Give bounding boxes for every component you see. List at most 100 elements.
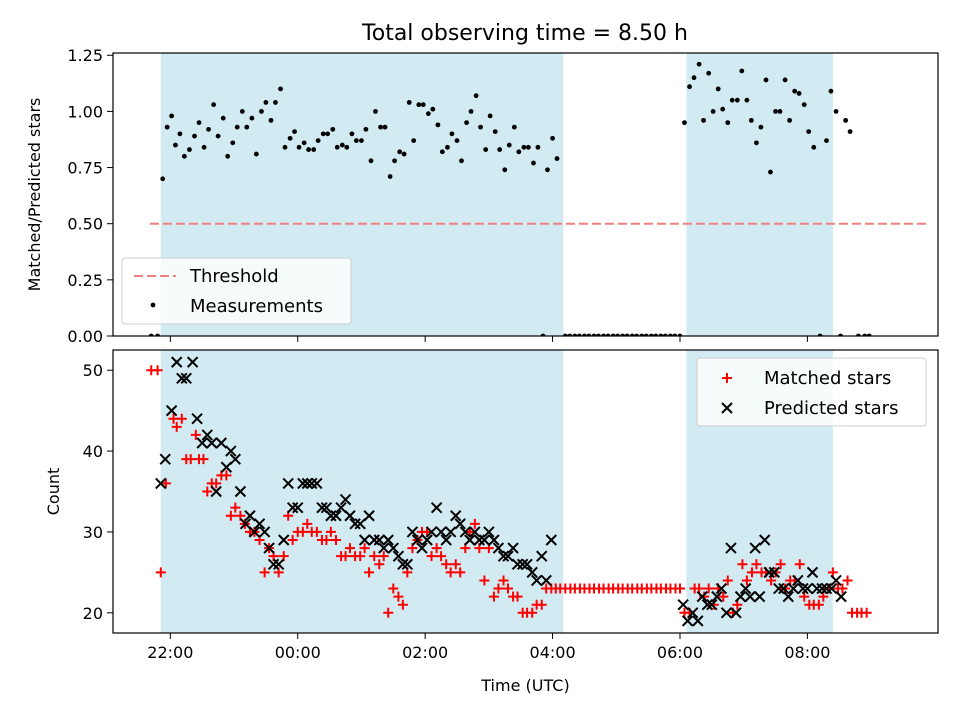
measurement-point — [739, 68, 745, 74]
matched-point — [431, 543, 442, 554]
matched-point — [225, 510, 236, 521]
measurement-point — [554, 156, 560, 161]
predicted-point — [711, 590, 723, 603]
predicted-point — [749, 542, 761, 554]
measurement-point — [192, 133, 197, 139]
measurement-point — [701, 117, 706, 123]
matched-point — [330, 535, 341, 546]
measurement-point — [416, 102, 422, 108]
matched-point — [211, 478, 222, 489]
predicted-point — [782, 590, 794, 603]
predicted-point — [483, 526, 495, 538]
predicted-point — [349, 518, 361, 530]
measurement-point — [368, 158, 374, 164]
predicted-point — [677, 598, 689, 611]
measurement-point — [425, 111, 431, 117]
measurement-point — [278, 86, 283, 92]
predicted-point — [263, 542, 275, 554]
measurement-point — [220, 115, 226, 121]
predicted-point — [478, 534, 491, 546]
matched-point — [198, 454, 209, 465]
measurement-point — [196, 120, 202, 126]
matched-point — [176, 413, 187, 424]
predicted-point — [344, 510, 356, 522]
matched-point — [818, 591, 829, 602]
matched-point — [221, 470, 232, 481]
legend: Matched stars Predicted stars — [696, 357, 927, 427]
measurement-point — [535, 144, 541, 150]
measurement-point — [531, 160, 536, 166]
predicted-point — [473, 534, 486, 546]
measurement-point — [215, 133, 221, 139]
predicted-point — [507, 542, 519, 554]
measurement-point — [296, 144, 302, 150]
predicted-point — [734, 590, 747, 603]
predicted-point — [339, 493, 352, 506]
matched-point — [450, 559, 461, 570]
matched-point — [383, 607, 394, 618]
measurement-point — [397, 149, 403, 155]
predicted-point — [444, 526, 457, 538]
predicted-point — [787, 582, 800, 595]
measurement-point — [824, 138, 829, 143]
predicted-point — [292, 501, 304, 514]
measurement-point — [550, 135, 555, 141]
predicted-point — [363, 510, 375, 522]
predicted-point — [545, 534, 558, 546]
measurement-point — [715, 86, 721, 92]
predicted-point — [744, 590, 756, 603]
measurement-point — [811, 144, 817, 150]
predicted-point — [411, 534, 424, 546]
measurement-point — [411, 138, 417, 143]
predicted-point — [521, 558, 533, 570]
legend-matched-label: Matched stars — [764, 368, 891, 389]
measurement-point — [330, 126, 336, 132]
matched-point — [364, 567, 375, 578]
matched-point — [837, 583, 848, 594]
measurement-point — [487, 113, 493, 119]
legend-box — [121, 257, 352, 325]
measurement-point — [173, 142, 178, 148]
measurement-point — [454, 138, 460, 143]
measurement-point — [706, 70, 712, 76]
matched-point — [171, 421, 182, 432]
matched-point — [321, 535, 332, 546]
matched-point — [746, 567, 757, 578]
predicted-point — [725, 542, 737, 554]
measurement-point — [353, 138, 359, 143]
measurement-point — [349, 131, 355, 137]
matched-point — [441, 559, 452, 570]
matched-point — [469, 518, 480, 529]
matched-point — [703, 583, 714, 594]
legend-predicted-label: Predicted stars — [764, 398, 898, 419]
predicted-point — [229, 453, 242, 465]
legend-measurement-label: Measurements — [190, 296, 323, 317]
measurement-point — [325, 131, 331, 137]
predicted-point — [502, 550, 514, 562]
predicted-point — [540, 574, 552, 587]
matched-point — [445, 567, 456, 578]
measurement-point — [449, 131, 455, 137]
measurement-point — [211, 102, 217, 108]
predicted-point — [763, 566, 775, 579]
predicted-point — [272, 558, 285, 570]
predicted-point — [816, 582, 828, 595]
measurement-point — [378, 124, 383, 130]
x-tick-label: 06:00 — [657, 643, 703, 662]
matched-point — [374, 559, 385, 570]
matched-point — [708, 599, 719, 610]
predicted-point — [492, 542, 505, 554]
measurement-point — [720, 106, 726, 112]
measurement-point — [497, 147, 503, 152]
predicted-point — [297, 477, 309, 490]
measurement-point — [792, 88, 798, 94]
y-tick-label: 0.00 — [67, 327, 103, 346]
predicted-point — [516, 558, 529, 570]
matched-point — [259, 567, 270, 578]
predicted-point — [225, 445, 237, 457]
predicted-point — [421, 534, 433, 546]
measurement-point — [796, 91, 802, 96]
measurement-point — [420, 102, 426, 108]
matched-point — [397, 599, 408, 610]
